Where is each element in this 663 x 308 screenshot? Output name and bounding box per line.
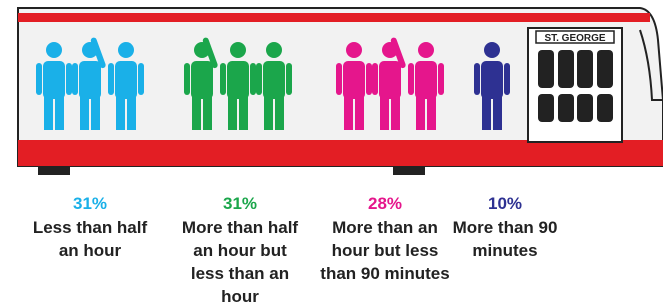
value-label: 28% [345, 194, 425, 214]
infographic: ST. GEORGE 31%Less than half an hour31%M… [0, 0, 663, 308]
value-label: 31% [200, 194, 280, 214]
category-label: More than half an hour but less than an … [175, 216, 305, 308]
top-stripe [18, 13, 650, 22]
wheel [38, 166, 70, 175]
category-label: More than 90 minutes [440, 216, 570, 262]
wheel [393, 166, 425, 175]
value-label: 10% [465, 194, 545, 214]
sign-text: ST. GEORGE [544, 33, 605, 44]
value-label: 31% [50, 194, 130, 214]
category-label: Less than half an hour [25, 216, 155, 262]
bottom-band [18, 140, 663, 166]
category-label: More than an hour but less than 90 minut… [320, 216, 450, 285]
